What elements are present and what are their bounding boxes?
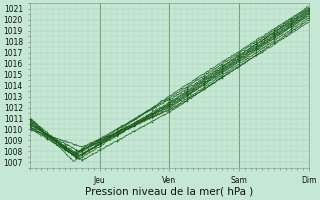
X-axis label: Pression niveau de la mer( hPa ): Pression niveau de la mer( hPa ) bbox=[85, 187, 253, 197]
